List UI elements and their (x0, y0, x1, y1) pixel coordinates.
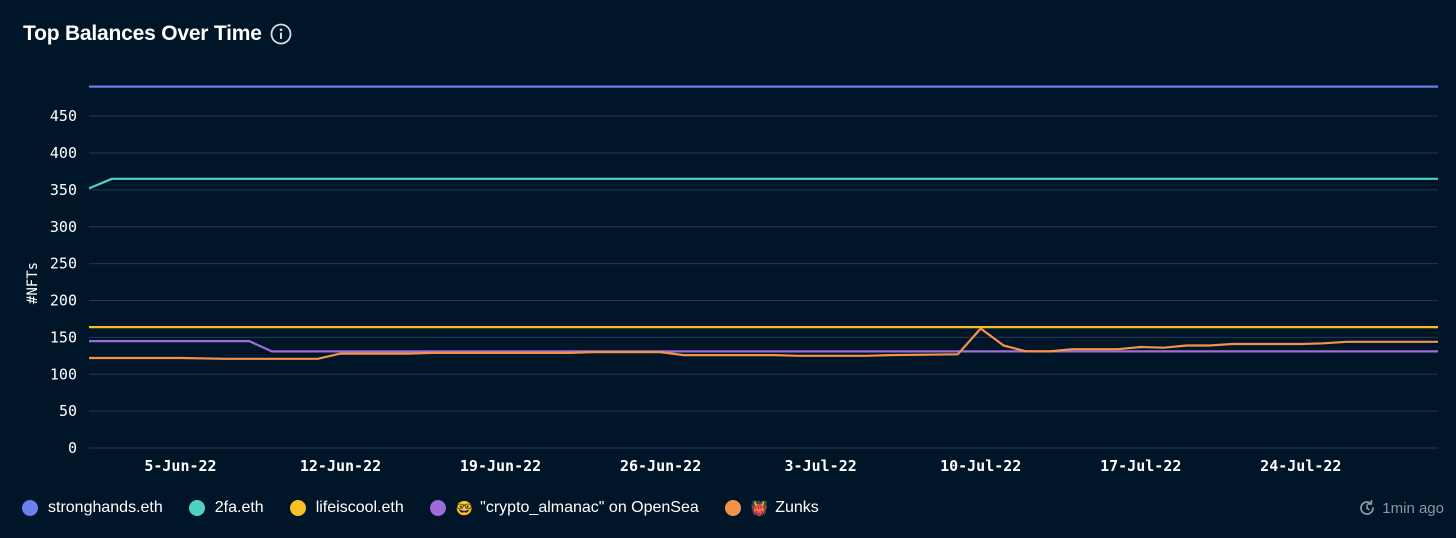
legend-item[interactable]: 2fa.eth (188, 499, 264, 517)
legend-item[interactable]: 🤓 "crypto_almanac" on OpenSea (429, 499, 699, 517)
y-tick-label: 400 (50, 144, 77, 162)
chart-title: Top Balances Over Time (23, 22, 262, 45)
legend-swatch (429, 500, 446, 516)
y-tick-label: 300 (50, 218, 77, 236)
chart-header: Top Balances Over Time (23, 22, 292, 46)
y-tick-label: 250 (50, 255, 77, 273)
legend-swatch (289, 500, 306, 516)
y-tick-label: 100 (50, 365, 77, 383)
legend-swatch (22, 500, 38, 516)
last-updated-text: 1min ago (1382, 499, 1444, 517)
x-tick-label: 5-Jun-22 (144, 457, 216, 475)
y-axis-ticks: 0 50 100 150 200 250 300 350 400 450 (50, 107, 77, 457)
series-line-3[interactable] (89, 340, 1438, 353)
y-tick-label: 450 (50, 107, 77, 125)
y-tick-label: 200 (50, 292, 77, 310)
y-tick-label: 150 (50, 328, 77, 346)
y-tick-label: 0 (68, 439, 77, 457)
y-axis-title: #NFTs (25, 262, 41, 304)
legend-avatar-icon: 👹 (750, 499, 769, 516)
x-tick-label: 10-Jul-22 (940, 457, 1021, 475)
legend-label: 2fa.eth (214, 499, 264, 516)
x-tick-label: 3-Jul-22 (785, 457, 857, 475)
series-line-4[interactable] (89, 327, 1438, 360)
legend-label: "crypto_almanac" on OpenSea (480, 499, 699, 516)
x-tick-label: 26-Jun-22 (620, 457, 701, 475)
info-icon[interactable] (270, 23, 292, 45)
series-lines (88, 85, 1438, 360)
x-tick-label: 24-Jul-22 (1260, 457, 1341, 475)
legend-label: Zunks (775, 499, 819, 516)
legend-swatch (188, 500, 205, 516)
legend-item[interactable]: stronghands.eth (22, 499, 163, 517)
x-tick-label: 17-Jul-22 (1100, 457, 1181, 475)
legend-avatar-icon: 🤓 (455, 499, 474, 516)
x-axis-ticks: 5-Jun-22 12-Jun-22 19-Jun-22 26-Jun-22 3-Jul… (144, 457, 1341, 475)
y-tick-label: 50 (59, 402, 77, 420)
x-tick-label: 12-Jun-22 (300, 457, 381, 475)
x-tick-label: 19-Jun-22 (460, 457, 541, 475)
series-line-1[interactable] (88, 177, 1438, 190)
legend-swatch (724, 500, 741, 516)
legend-item[interactable]: lifeiscool.eth (289, 499, 404, 517)
refresh-status[interactable]: 1min ago (1358, 499, 1444, 517)
grid-lines (89, 115, 1438, 449)
chart-legend: stronghands.eth 2fa.eth lifeiscool.eth 🤓 "cr… (22, 499, 819, 517)
legend-label: stronghands.eth (48, 499, 163, 516)
legend-item[interactable]: 👹 Zunks (724, 499, 819, 517)
y-tick-label: 350 (50, 181, 77, 199)
legend-label: lifeiscool.eth (315, 499, 404, 516)
refresh-icon[interactable] (1358, 499, 1376, 517)
